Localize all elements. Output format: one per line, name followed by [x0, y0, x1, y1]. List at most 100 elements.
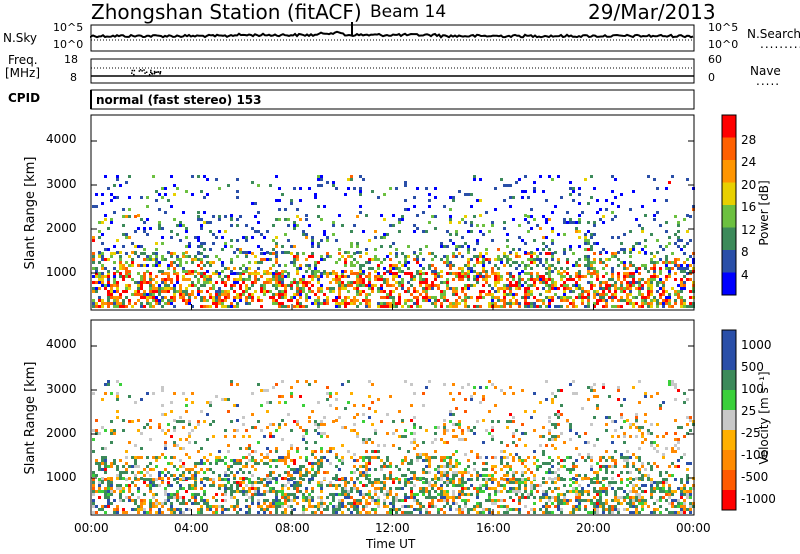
velocity-cell: [134, 462, 137, 465]
velocity-cell: [266, 481, 269, 484]
velocity-cell: [632, 386, 635, 389]
power-cell: [335, 278, 338, 281]
velocity-cell: [275, 502, 278, 505]
power-cell: [317, 299, 320, 302]
velocity-cell: [389, 471, 392, 474]
power-cell: [131, 242, 134, 245]
velocity-cell: [575, 459, 578, 462]
velocity-cell: [635, 413, 638, 416]
velocity-cell: [356, 502, 359, 505]
power-cell: [689, 290, 692, 293]
power-cell: [275, 278, 278, 281]
power-cell: [281, 284, 284, 287]
velocity-cell: [200, 468, 203, 471]
power-cell: [584, 264, 587, 267]
power-cell: [149, 287, 152, 290]
power-cell: [533, 252, 536, 255]
velocity-cell: [335, 493, 338, 496]
velocity-cell: [266, 490, 269, 493]
velocity-cell: [413, 423, 416, 426]
power-cell: [668, 305, 671, 308]
velocity-cell: [626, 484, 629, 487]
power-cell: [326, 239, 329, 242]
power-cell: [599, 293, 602, 296]
velocity-cell: [461, 499, 464, 502]
velocity-cell: [173, 444, 176, 447]
velocity-cell: [440, 484, 443, 487]
velocity-cell: [167, 462, 170, 465]
velocity-cell: [155, 484, 158, 487]
velocity-cell: [362, 420, 365, 423]
power-cell: [515, 181, 518, 184]
power-cell: [311, 275, 314, 278]
velocity-cell: [149, 487, 152, 490]
velocity-cell: [476, 493, 479, 496]
velocity-cell: [521, 432, 524, 435]
velocity-cell: [221, 459, 224, 462]
power-cell: [356, 242, 359, 245]
power-cell: [146, 296, 149, 299]
power-cell: [482, 270, 485, 273]
velocity-cell: [443, 474, 446, 477]
power-cell: [467, 245, 470, 248]
velocity-cell: [482, 478, 485, 481]
velocity-cell: [380, 490, 383, 493]
velocity-cell: [533, 456, 536, 459]
power-cell: [188, 242, 191, 245]
velocity-cell: [575, 490, 578, 493]
power-cell: [404, 255, 407, 258]
power-cell: [251, 272, 254, 275]
power-cell: [485, 252, 488, 255]
power-cell: [503, 290, 506, 293]
velocity-cell: [533, 410, 536, 413]
power-cell: [632, 278, 635, 281]
power-cell: [161, 281, 164, 284]
power-cell: [614, 290, 617, 293]
velocity-cell: [683, 511, 686, 514]
power-cell: [575, 284, 578, 287]
power-cell: [503, 255, 506, 258]
velocity-cell: [152, 502, 155, 505]
velocity-cell: [380, 487, 383, 490]
velocity-cell: [308, 471, 311, 474]
velocity-cell: [413, 438, 416, 441]
power-cell: [437, 287, 440, 290]
power-cell: [629, 248, 632, 251]
power-cell: [230, 239, 233, 242]
velocity-cell: [545, 380, 548, 383]
power-cell: [605, 293, 608, 296]
velocity-cell: [254, 459, 257, 462]
velocity-cell: [365, 502, 368, 505]
power-cell: [620, 248, 623, 251]
velocity-cell: [683, 499, 686, 502]
power-cell: [110, 252, 113, 255]
power-cell: [191, 305, 194, 308]
velocity-cell: [236, 481, 239, 484]
power-cell: [431, 302, 434, 305]
velocity-cell: [638, 459, 641, 462]
velocity-cell: [227, 465, 230, 468]
velocity-cell: [587, 493, 590, 496]
power-cell: [275, 281, 278, 284]
velocity-cell: [116, 395, 119, 398]
velocity-cell: [341, 444, 344, 447]
velocity-cell: [332, 499, 335, 502]
velocity-cell: [623, 496, 626, 499]
velocity-cell: [317, 462, 320, 465]
velocity-cell: [665, 499, 668, 502]
power-cell: [299, 187, 302, 190]
velocity-cell: [260, 389, 263, 392]
power-cell: [551, 270, 554, 273]
velocity-cell: [590, 386, 593, 389]
power-cell: [218, 187, 221, 190]
power-cell: [215, 290, 218, 293]
velocity-cell: [596, 502, 599, 505]
velocity-cell: [215, 395, 218, 398]
power-cell: [119, 293, 122, 296]
power-cell: [446, 264, 449, 267]
power-cell: [227, 296, 230, 299]
velocity-cell: [410, 383, 413, 386]
power-cell: [503, 305, 506, 308]
power-cell: [551, 230, 554, 233]
power-cell: [677, 293, 680, 296]
